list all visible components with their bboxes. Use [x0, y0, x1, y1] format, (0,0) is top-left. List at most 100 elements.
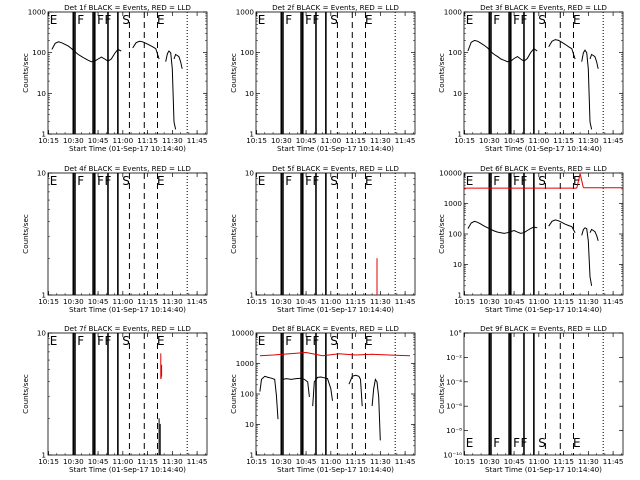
x-tick-label: 11:15 — [137, 297, 158, 306]
x-tick-label: 11:30 — [370, 297, 391, 306]
marker-f: F — [97, 174, 104, 188]
x-axis: 10:15 10:30 10:45 11:00 11:15 11:30 11:45Start… — [454, 12, 623, 153]
events-series-line — [548, 39, 576, 60]
events-series-line — [589, 228, 599, 241]
marker-f: F — [105, 174, 112, 188]
lld-series-line — [576, 173, 584, 189]
x-tick-label: 11:00 — [112, 297, 133, 306]
marker-f: F — [305, 334, 312, 348]
marker-f: F — [521, 174, 528, 188]
y-axis-label: Counts/sec — [437, 374, 446, 414]
detector-panel-8: Det 8f BLACK = Events, RED = LLD 10:15 10:… — [229, 324, 415, 474]
marker-s: S — [122, 13, 130, 27]
marker-s: S — [122, 334, 130, 348]
y-axis-label: Counts/sec — [437, 53, 446, 93]
series-group — [464, 173, 623, 286]
events-series-line — [581, 227, 593, 286]
y-axis-label: Counts/sec — [229, 53, 238, 93]
marker-s: S — [330, 13, 338, 27]
y-axis: 1 10 Counts/sec — [229, 169, 415, 300]
events-series-line — [173, 53, 183, 69]
panel-title: Det 6f BLACK = Events, RED = LLD — [480, 164, 607, 173]
x-tick-label: 10:30 — [63, 297, 84, 306]
interval-lines — [280, 173, 396, 295]
x-tick-label: 10:45 — [88, 457, 109, 466]
plot-frame — [47, 172, 208, 296]
marker-e: E — [50, 13, 58, 27]
x-tick-label: 10:30 — [63, 136, 84, 145]
y-tick-label: 10⁻⁴ — [446, 377, 462, 386]
marker-e: E — [573, 174, 581, 188]
y-tick-label: 1000 — [236, 359, 255, 368]
y-axis-label: Counts/sec — [21, 53, 30, 93]
y-axis-label: Counts/sec — [437, 214, 446, 254]
panel-title: Det 4f BLACK = Events, RED = LLD — [64, 164, 191, 173]
marker-f: F — [285, 334, 292, 348]
x-tick-label: 11:45 — [187, 457, 208, 466]
x-tick-label: 10:15 — [454, 457, 475, 466]
y-tick-label: 100 — [32, 48, 46, 57]
x-tick-label: 11:45 — [395, 136, 416, 145]
y-axis-label: Counts/sec — [21, 374, 30, 414]
x-tick-label: 10:15 — [454, 297, 475, 306]
marker-f: F — [513, 13, 520, 27]
interval-lines — [72, 173, 188, 295]
x-tick-label: 10:15 — [38, 136, 59, 145]
y-tick-label: 10 — [245, 420, 255, 429]
x-tick-label: 11:45 — [187, 297, 208, 306]
y-tick-label: 10000 — [439, 169, 462, 178]
y-tick-label: 1 — [249, 130, 254, 139]
y-axis: 1 10 100 1000 Counts/sec — [437, 8, 623, 139]
plot-frame — [463, 172, 624, 296]
y-axis: 1 10 100 1000 Counts/sec — [229, 8, 415, 139]
x-tick-label: 10:15 — [246, 457, 267, 466]
marker-f: F — [493, 174, 500, 188]
marker-s: S — [538, 436, 546, 450]
y-axis: 1 10 100 1000 10000 Counts/sec — [229, 329, 415, 460]
marker-e: E — [573, 436, 581, 450]
x-axis-label: Start Time (01-Sep-17 10:14:40) — [69, 144, 186, 153]
x-axis-label: Start Time (01-Sep-17 10:14:40) — [277, 305, 394, 314]
marker-e: E — [365, 334, 373, 348]
plot-frame — [463, 11, 624, 135]
detector-panel-1: Det 1f BLACK = Events, RED = LLD 10:15 10:… — [21, 3, 207, 153]
events-series-line — [282, 377, 310, 398]
interval-lines — [280, 12, 396, 134]
x-tick-label: 10:30 — [63, 457, 84, 466]
x-tick-label: 11:15 — [553, 457, 574, 466]
x-tick-label: 10:45 — [296, 297, 317, 306]
marker-s: S — [538, 13, 546, 27]
x-tick-label: 10:45 — [296, 457, 317, 466]
x-tick-label: 11:00 — [320, 297, 341, 306]
y-tick-label: 10 — [453, 89, 463, 98]
y-tick-label: 1 — [249, 451, 254, 460]
lld-series-line — [259, 351, 411, 357]
lld-series-line — [160, 353, 163, 380]
events-series-line — [589, 53, 599, 69]
marker-e: E — [466, 13, 474, 27]
marker-e: E — [365, 13, 373, 27]
events-series-line — [165, 50, 177, 130]
events-series-line — [312, 376, 333, 407]
x-tick-label: 10:15 — [454, 136, 475, 145]
x-tick-label: 11:30 — [162, 457, 183, 466]
y-tick-label: 10° — [449, 329, 462, 338]
marker-f: F — [305, 13, 312, 27]
x-tick-label: 11:15 — [553, 136, 574, 145]
x-tick-label: 11:45 — [603, 136, 624, 145]
x-tick-label: 11:45 — [187, 136, 208, 145]
marker-e: E — [466, 174, 474, 188]
marker-e: E — [365, 174, 373, 188]
panel-title: Det 1f BLACK = Events, RED = LLD — [64, 3, 191, 12]
panel-title: Det 3f BLACK = Events, RED = LLD — [480, 3, 607, 12]
panel-title: Det 8f BLACK = Events, RED = LLD — [272, 324, 399, 333]
x-tick-label: 10:45 — [296, 136, 317, 145]
